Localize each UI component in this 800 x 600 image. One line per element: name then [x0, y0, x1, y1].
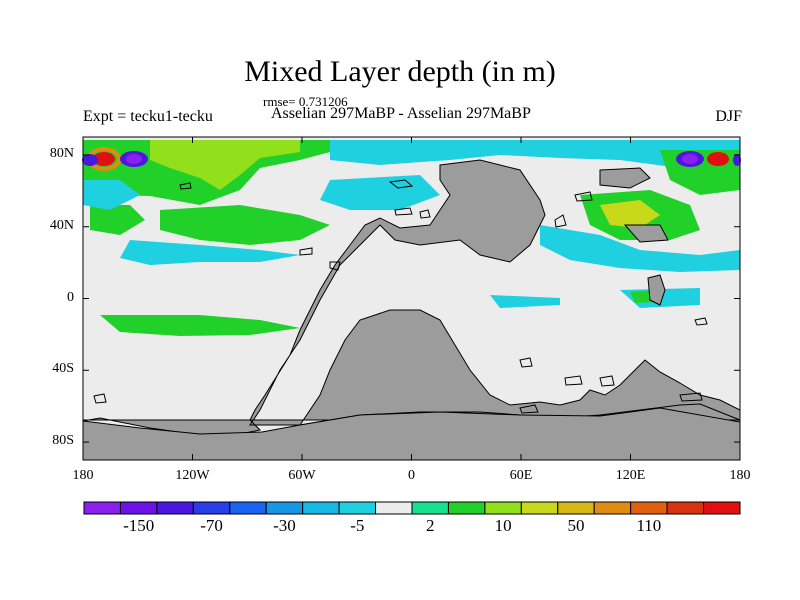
colorbar-box: [447, 501, 486, 515]
colorbar-box: [411, 501, 449, 515]
colorbar-label: -30: [273, 516, 296, 535]
green-patch-mid-west: [90, 205, 145, 235]
colorbar-box: [156, 501, 194, 515]
cyan-patch-mid-west: [83, 180, 140, 210]
colorbar-box: [484, 501, 522, 515]
purple-anomaly-west: [126, 154, 142, 164]
colorbar-box: [302, 501, 340, 515]
green-patch-equatorial: [100, 315, 300, 336]
colorbar-box: [666, 501, 705, 515]
latitude-label: 40S: [52, 361, 74, 377]
colorbar-box: [338, 501, 377, 515]
season-label: DJF: [715, 108, 742, 125]
colorbar-label: -70: [200, 516, 223, 535]
colorbar-box: [119, 501, 158, 515]
yellow-green-patch-north: [150, 140, 300, 190]
red-anomaly-east: [707, 152, 729, 166]
longitude-label: 60E: [509, 468, 533, 483]
pangaea-land: [82, 159, 741, 461]
comparison-label: Asselian 297MaBP - Asselian 297MaBP: [271, 105, 531, 122]
longitude-label: 180: [729, 468, 751, 483]
colorbar-label: 110: [636, 516, 662, 535]
land-masses: [82, 159, 741, 461]
latitude-label: 80S: [52, 433, 74, 449]
longitude-label: 120W: [175, 468, 210, 483]
red-anomaly-west: [93, 152, 115, 166]
colorbar-label: -150: [123, 516, 155, 535]
colorbar-box: [630, 501, 668, 515]
colorbar-box: [375, 501, 413, 515]
colorbar-label: 2: [425, 516, 435, 535]
cyan-patch-pacific: [120, 240, 300, 265]
colorbar-label: 50: [567, 516, 585, 535]
coastline-fragments: [93, 179, 708, 414]
blue-anomaly-west-1: [82, 154, 98, 166]
longitude-label: 180: [72, 468, 94, 483]
longitude-label: 120E: [615, 468, 646, 483]
latitude-label: 40N: [49, 217, 74, 233]
colorbar-box: [83, 501, 121, 515]
colorbar-box: [557, 501, 595, 515]
colorbar-box: [520, 501, 559, 515]
longitude-label: 60W: [288, 468, 316, 483]
experiment-label: Expt = tecku1-tecku: [83, 108, 213, 125]
blue-anomaly-east-2: [733, 154, 741, 166]
colorbar-box: [703, 501, 741, 515]
map-title: Mixed Layer depth (in m): [244, 55, 556, 88]
east-island-1: [647, 274, 666, 306]
green-patch-pacific: [160, 205, 330, 245]
colorbar-label: -5: [350, 516, 365, 535]
colorbar-box: [265, 501, 304, 515]
colorbar-boxes: [83, 501, 741, 515]
latitude-label: 0: [67, 289, 74, 305]
longitude-label: 0: [408, 468, 415, 483]
east-island-2: [623, 224, 669, 243]
cyan-patch-east-asia: [540, 225, 740, 272]
cyan-patch-equatorial: [490, 295, 560, 308]
north-asia-land: [599, 167, 651, 189]
colorbar-box: [593, 501, 632, 515]
rmse-label: rmse= 0.731206: [263, 94, 348, 109]
yellow-patch-east-asia: [600, 200, 660, 228]
anomaly-field: [82, 140, 741, 336]
purple-anomaly-east: [682, 154, 698, 164]
axis-ticks: [82, 137, 741, 460]
cyan-band-north: [330, 140, 740, 168]
colorbar-box: [192, 501, 231, 515]
latitude-label: 80N: [49, 145, 74, 161]
colorbar-box: [229, 501, 267, 515]
colorbar-label: 10: [494, 516, 512, 535]
